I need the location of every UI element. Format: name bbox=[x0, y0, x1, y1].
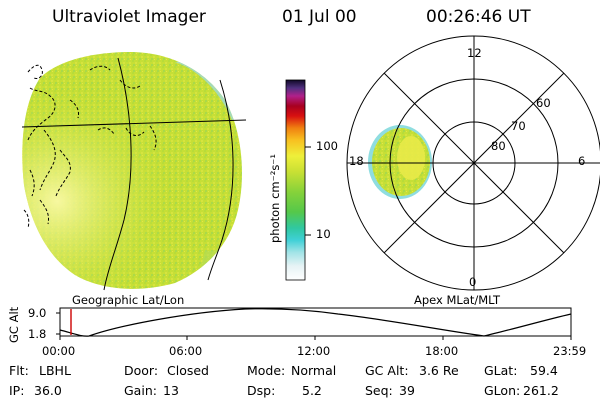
glon-value: 261.2 bbox=[523, 383, 559, 398]
colorbar-label-100: 100 bbox=[316, 139, 338, 153]
ip-value: 36.0 bbox=[34, 383, 62, 398]
colorbar bbox=[285, 79, 311, 281]
gc-altitude-value: 3.6 Re bbox=[419, 363, 459, 378]
gain-label: Gain: bbox=[124, 383, 157, 398]
filter-value: LBHL bbox=[39, 363, 71, 378]
mlt-label-18: 18 bbox=[349, 154, 364, 168]
time-tick-1200: 12:00 bbox=[297, 344, 331, 358]
altitude-curve bbox=[59, 308, 572, 337]
mode-value: Normal bbox=[291, 363, 337, 378]
mlt-label-12: 12 bbox=[467, 46, 482, 60]
time-tick-1800: 18:00 bbox=[425, 344, 459, 358]
earth-uv-image bbox=[21, 52, 247, 291]
seq-label: Seq: bbox=[365, 383, 393, 398]
altitude-tick-min: 1.8 bbox=[28, 327, 47, 341]
polar-diagonal-2 bbox=[383, 72, 565, 254]
right-panel-caption: Apex MLat/MLT bbox=[414, 293, 501, 307]
seq-value: 39 bbox=[399, 383, 415, 398]
gain-value: 13 bbox=[163, 383, 179, 398]
time-tick-2359: 23:59 bbox=[553, 344, 587, 358]
mlt-label-6: 6 bbox=[578, 154, 586, 168]
altitude-tick-max: 9.0 bbox=[28, 306, 47, 320]
filter-label: Flt: bbox=[9, 363, 29, 378]
glat-value: 59.4 bbox=[530, 363, 558, 378]
glon-label: GLon: bbox=[484, 383, 521, 398]
mode-label: Mode: bbox=[247, 363, 286, 378]
dsp-label: Dsp: bbox=[247, 383, 276, 398]
date-readout: 01 Jul 00 bbox=[282, 7, 357, 27]
mlat-label-60: 60 bbox=[536, 96, 551, 110]
apex-polar-plot bbox=[346, 35, 600, 291]
left-panel-caption: Geographic Lat/Lon bbox=[72, 293, 185, 307]
time-tick-0600: 06:00 bbox=[169, 344, 203, 358]
mlat-label-80: 80 bbox=[491, 139, 506, 153]
altitude-axis-label: GC Alt bbox=[7, 306, 21, 343]
mlt-label-0: 0 bbox=[469, 275, 477, 289]
dsp-value: 5.2 bbox=[302, 383, 322, 398]
colorbar-title: photon cm⁻²s⁻¹ bbox=[268, 154, 282, 243]
colorbar-label-10: 10 bbox=[316, 227, 331, 241]
time-tick-0000: 00:00 bbox=[42, 344, 76, 358]
gc-altitude-label: GC Alt: bbox=[365, 363, 409, 378]
mlat-label-70: 70 bbox=[511, 119, 526, 133]
door-label: Door: bbox=[124, 363, 159, 378]
glat-label: GLat: bbox=[484, 363, 518, 378]
time-readout: 00:26:46 UT bbox=[426, 7, 531, 27]
ip-label: IP: bbox=[9, 383, 25, 398]
altitude-strip bbox=[56, 307, 572, 340]
app-title: Ultraviolet Imager bbox=[52, 7, 206, 27]
door-value: Closed bbox=[167, 363, 209, 378]
